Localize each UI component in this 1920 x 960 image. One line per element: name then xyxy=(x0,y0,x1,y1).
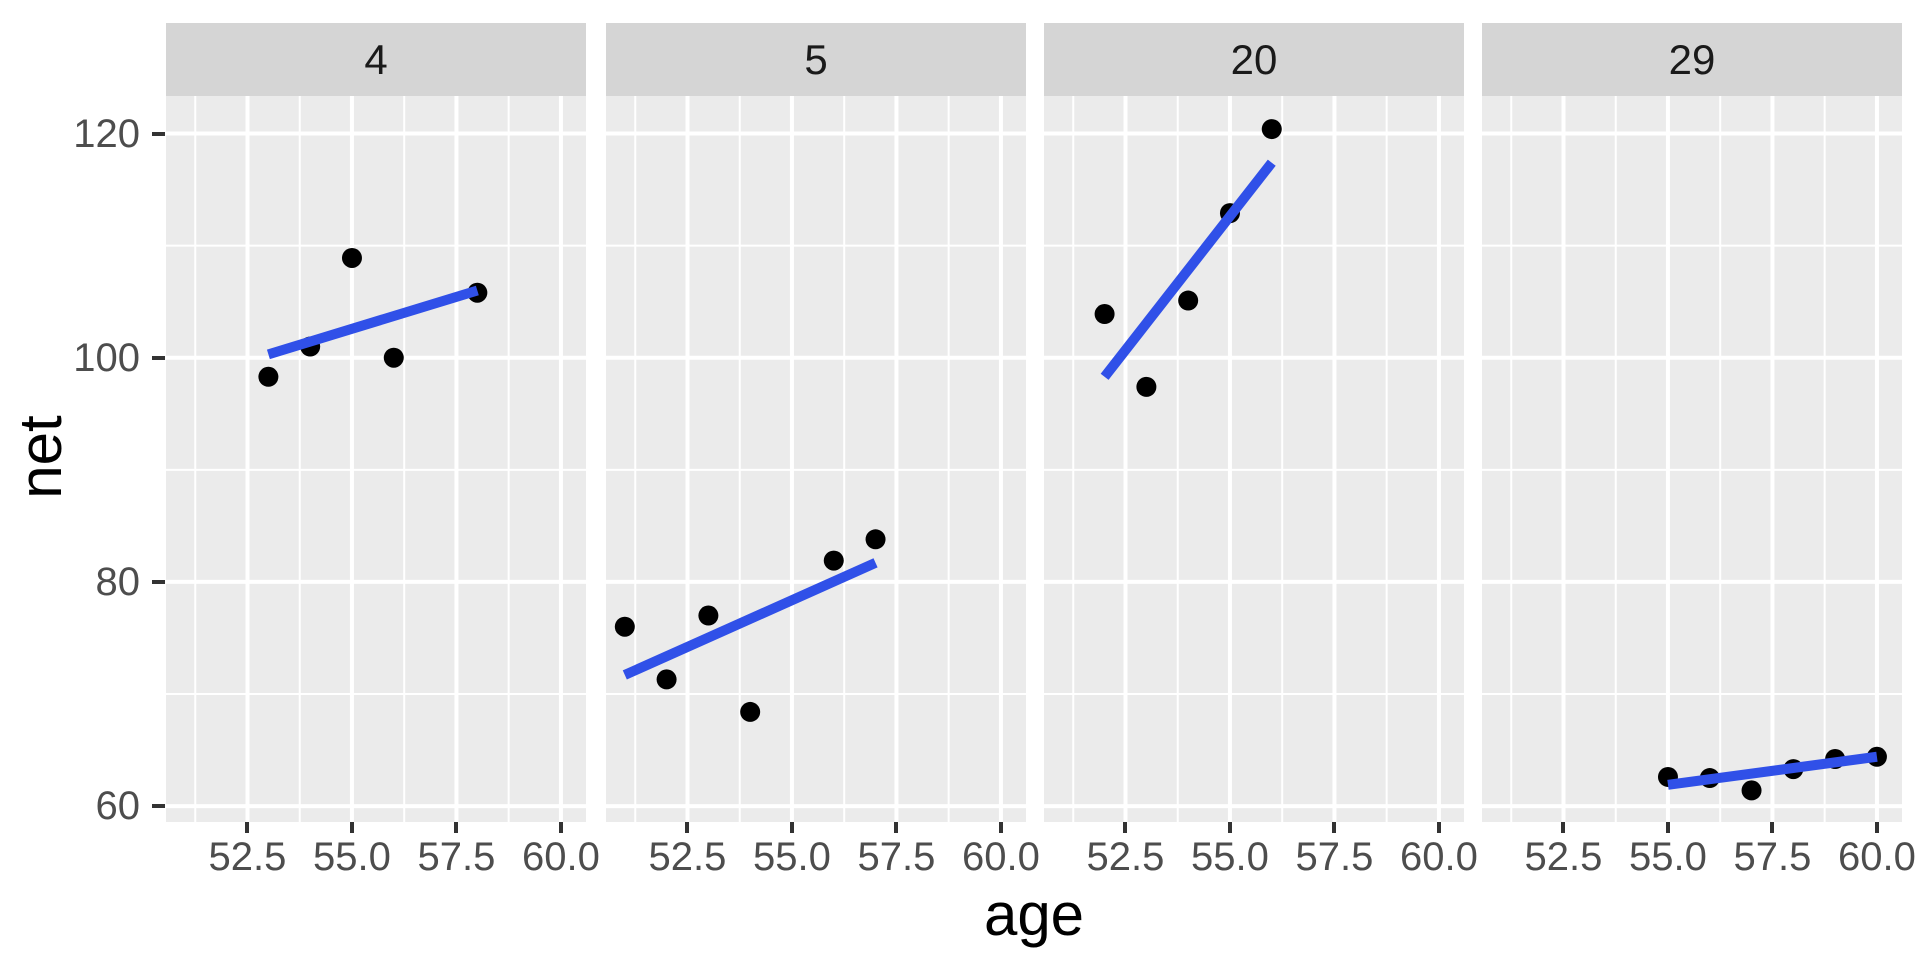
x-axis-tick-label: 52.5 xyxy=(648,835,727,879)
data-point xyxy=(614,616,635,637)
data-point xyxy=(1261,119,1282,140)
data-point xyxy=(258,366,279,387)
x-axis-tick-mark xyxy=(1561,822,1566,833)
facet-strip-label: 29 xyxy=(1668,35,1716,83)
y-axis-tick-mark xyxy=(152,355,165,360)
facet-strip-label: 20 xyxy=(1230,35,1278,83)
x-axis-tick-mark xyxy=(1665,822,1670,833)
x-axis-tick-label: 52.5 xyxy=(1086,835,1165,879)
facet-plot-area xyxy=(1044,96,1464,822)
data-point xyxy=(1094,304,1115,325)
y-axis-tick-label: 80 xyxy=(95,559,141,604)
data-point xyxy=(1136,376,1157,397)
x-axis-tick-mark xyxy=(1123,822,1128,833)
x-axis-tick-label: 52.5 xyxy=(1524,835,1603,879)
x-axis-tick-label: 60.0 xyxy=(1837,835,1916,879)
x-axis-tick-mark xyxy=(1874,822,1879,833)
x-axis-tick-mark xyxy=(349,822,354,833)
trend-line xyxy=(266,285,479,360)
y-axis-tick-label: 60 xyxy=(95,784,141,829)
y-axis-tick-mark xyxy=(152,804,165,809)
data-point xyxy=(383,347,404,368)
trend-line xyxy=(622,558,878,680)
facet-4: 4 xyxy=(166,23,586,822)
y-axis-tick-mark xyxy=(152,579,165,584)
x-axis-tick-mark xyxy=(894,822,899,833)
x-axis-tick-label: 57.5 xyxy=(1295,835,1374,879)
x-axis-tick-label: 60.0 xyxy=(521,835,600,879)
x-axis-tick-mark xyxy=(1770,822,1775,833)
x-axis-tick-label: 57.5 xyxy=(417,835,496,879)
x-axis-tick-mark xyxy=(558,822,563,833)
x-axis-tick-mark xyxy=(1332,822,1337,833)
x-axis-tick-mark xyxy=(685,822,690,833)
x-axis-tick-mark xyxy=(998,822,1003,833)
facet-strip: 5 xyxy=(606,23,1026,96)
y-axis-title: net xyxy=(7,415,74,499)
data-point xyxy=(656,669,677,690)
data-point xyxy=(740,701,761,722)
x-axis-tick-mark xyxy=(1227,822,1232,833)
data-point xyxy=(1741,780,1762,801)
x-axis-tick-label: 55.0 xyxy=(1629,835,1707,879)
data-point xyxy=(698,605,719,626)
x-axis-tick-label: 57.5 xyxy=(1733,835,1812,879)
x-axis-tick-mark xyxy=(789,822,794,833)
facet-29: 29 xyxy=(1482,23,1902,822)
x-axis-tick-mark xyxy=(1436,822,1441,833)
x-axis-tick-label: 52.5 xyxy=(208,835,287,879)
x-axis-tick-mark xyxy=(245,822,250,833)
facet-strip: 20 xyxy=(1044,23,1464,96)
facet-plot-area xyxy=(606,96,1026,822)
x-axis-tick-label: 60.0 xyxy=(961,835,1040,879)
facet-strip: 4 xyxy=(166,23,586,96)
data-point xyxy=(1178,290,1199,311)
x-axis-tick-label: 57.5 xyxy=(857,835,936,879)
data-point xyxy=(823,550,844,571)
facet-plot-area xyxy=(166,96,586,822)
facet-5: 5 xyxy=(606,23,1026,822)
x-axis-tick-label: 55.0 xyxy=(753,835,831,879)
x-axis-tick-mark xyxy=(454,822,459,833)
data-point xyxy=(865,529,886,550)
facet-20: 20 xyxy=(1044,23,1464,822)
facet-strip: 29 xyxy=(1482,23,1902,96)
x-axis-title: age xyxy=(983,881,1085,948)
facet-plot-area xyxy=(1482,96,1902,822)
x-axis-tick-label: 60.0 xyxy=(1399,835,1478,879)
y-axis-tick-label: 100 xyxy=(73,335,140,380)
facet-strip-label: 4 xyxy=(364,35,388,83)
x-axis-tick-label: 55.0 xyxy=(313,835,391,879)
x-axis-tick-label: 55.0 xyxy=(1191,835,1269,879)
trend-line xyxy=(1100,159,1276,380)
y-axis-tick-mark xyxy=(152,131,165,136)
trend-line xyxy=(1667,751,1878,790)
facet-strip-label: 5 xyxy=(804,35,828,83)
y-axis-tick-label: 120 xyxy=(73,111,140,156)
data-point xyxy=(341,247,362,268)
